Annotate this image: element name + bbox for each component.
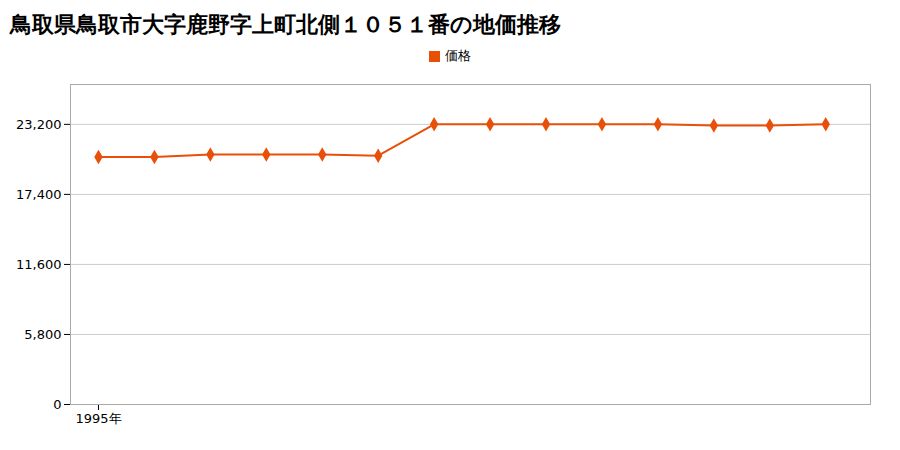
html-text:価格: 価格 bbox=[445, 48, 471, 63]
svg-text:17,400: 17,400 bbox=[16, 187, 62, 202]
svg-text:11,600: 11,600 bbox=[16, 257, 62, 272]
svg-text:1995年: 1995年 bbox=[75, 411, 121, 426]
svg-text:0: 0 bbox=[53, 397, 61, 412]
svg-text:5,800: 5,800 bbox=[24, 327, 61, 342]
svg-text:23,200: 23,200 bbox=[16, 117, 62, 132]
html-text:鳥取県鳥取市大字鹿野字上町北側１０５１番の地価推移: 鳥取県鳥取市大字鹿野字上町北側１０５１番の地価推移 bbox=[10, 12, 561, 37]
